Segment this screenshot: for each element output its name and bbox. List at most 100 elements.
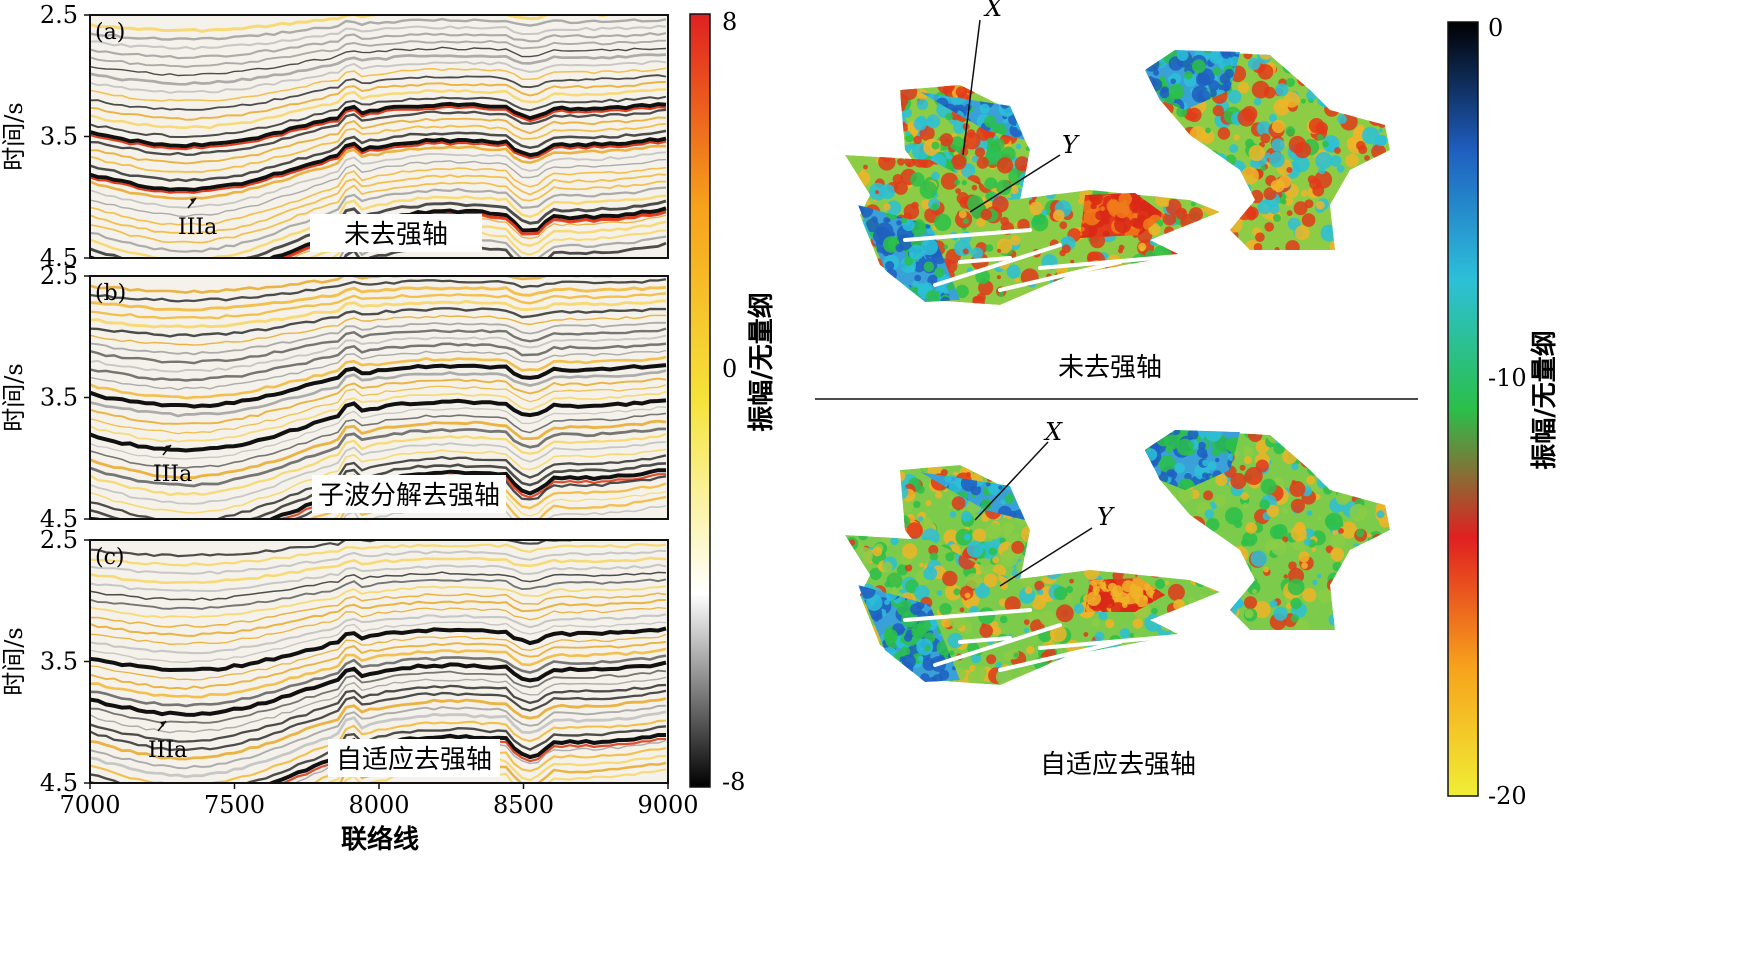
map-speckle [845, 555, 854, 573]
leader-x [962, 19, 981, 156]
map-speckle [1301, 432, 1319, 450]
map-speckle [919, 517, 934, 532]
map-speckle [1376, 510, 1385, 519]
map-speckle [1212, 604, 1220, 617]
map-speckle [953, 588, 961, 596]
map-speckle [1377, 596, 1390, 612]
map-speckle [885, 268, 897, 281]
map-speckle [1178, 237, 1185, 243]
map-speckle [897, 157, 905, 166]
map-speckle [974, 85, 983, 91]
map-speckle [1118, 193, 1133, 206]
map-speckle [1091, 618, 1101, 628]
reflection-line [90, 67, 667, 102]
map-speckle [1365, 604, 1383, 622]
map-speckle [1156, 656, 1164, 664]
map-speckle [1243, 456, 1253, 465]
map-speckle [991, 472, 996, 476]
map-speckle [1053, 535, 1068, 549]
map-speckle [1218, 57, 1224, 64]
y-tick-label: 3.5 [40, 648, 78, 676]
map-speckle [1352, 188, 1358, 193]
map-speckle [1281, 199, 1287, 205]
map-speckle [1176, 438, 1194, 456]
map-speckle [1060, 556, 1068, 564]
map-speckle [873, 292, 883, 301]
map-speckle [1190, 652, 1197, 658]
map-speckle [872, 286, 882, 297]
colorbar-label: 振幅/无量纲 [746, 292, 777, 432]
map-speckle [1084, 280, 1102, 298]
map-speckle [904, 564, 913, 572]
map-speckle [860, 169, 866, 175]
map-speckle [1186, 546, 1203, 563]
map-speckle [1065, 595, 1072, 603]
reflection-line [90, 412, 667, 470]
map-speckle [869, 645, 876, 652]
reflection-line [90, 355, 667, 400]
map-speckle [1383, 494, 1390, 503]
map-speckle [1333, 229, 1346, 242]
map-speckle [1146, 55, 1152, 61]
map-speckle [1221, 560, 1227, 567]
map-speckle [998, 94, 1004, 101]
map-speckle [1099, 581, 1107, 590]
map-speckle [1170, 542, 1184, 556]
reflection-line [90, 441, 667, 505]
map-speckle [1109, 540, 1119, 550]
map-speckle [1162, 676, 1174, 685]
map-speckle [1380, 459, 1390, 472]
map-speckle [1283, 91, 1300, 108]
map-speckle [1149, 486, 1156, 490]
map-speckle [1317, 515, 1323, 521]
map-speckle [1227, 217, 1243, 233]
map-speckle [1357, 588, 1367, 598]
map-speckle [972, 295, 985, 305]
map-speckle [858, 610, 869, 628]
map-speckle [1163, 643, 1175, 655]
map-speckle [1198, 177, 1213, 192]
map-speckle [1059, 558, 1071, 570]
reflection-line [90, 363, 667, 409]
map-speckle [1047, 183, 1060, 196]
map-speckle [1376, 438, 1386, 448]
map-speckle [1294, 619, 1310, 630]
map-speckle [1159, 510, 1168, 518]
map-speckle [1124, 641, 1132, 649]
map-speckle [1200, 562, 1214, 577]
map-speckle [1381, 222, 1387, 228]
map-speckle [1293, 201, 1308, 216]
map-speckle [1195, 166, 1214, 185]
map-speckle [1197, 89, 1211, 103]
map-speckle [1154, 578, 1166, 590]
map-speckle [1019, 171, 1030, 190]
map-speckle [1094, 155, 1112, 170]
reflection-line [90, 689, 667, 752]
map-speckle [1384, 625, 1390, 630]
map-speckle [1156, 182, 1168, 195]
map-speckle [1313, 463, 1319, 469]
map-speckle [1300, 189, 1308, 197]
map-speckle [1321, 468, 1327, 474]
map-speckle [1184, 170, 1191, 177]
map-speckle [1173, 599, 1185, 611]
map-speckle [1166, 288, 1179, 302]
map-speckle [1187, 107, 1202, 123]
map-speckle [1367, 564, 1375, 572]
map-speckle [875, 292, 880, 298]
map-speckle [865, 290, 880, 302]
map-speckle [1207, 461, 1217, 471]
map-speckle [1191, 186, 1203, 197]
red-reflection-line [90, 140, 667, 194]
map-speckle [1362, 235, 1371, 244]
map-speckle [913, 117, 927, 131]
map-speckle [1146, 90, 1154, 97]
map-speckle [1360, 246, 1367, 250]
map-speckle [1378, 128, 1383, 133]
map-speckle [1346, 450, 1359, 463]
map-speckle [1145, 183, 1156, 197]
map-speckle [1178, 148, 1193, 163]
map-speckle [1352, 618, 1364, 630]
map-speckle [1053, 209, 1065, 222]
